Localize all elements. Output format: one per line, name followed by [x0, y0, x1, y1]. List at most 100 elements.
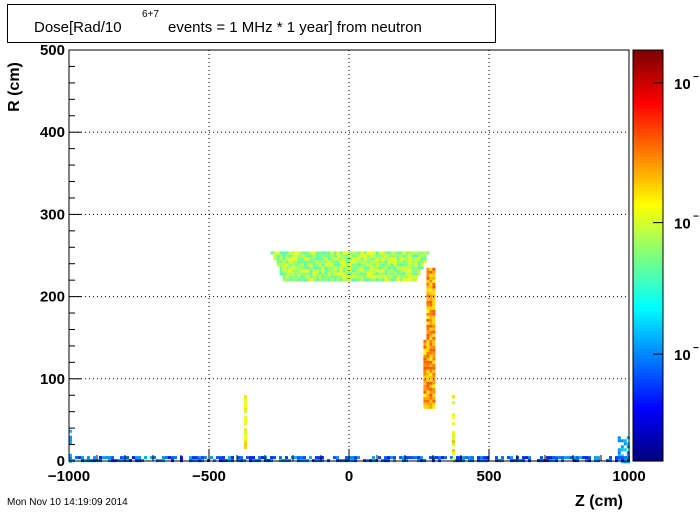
x-tick-label: 500 [476, 468, 501, 485]
heatmap-cell [620, 448, 624, 452]
heatmap-cell [288, 257, 292, 261]
heatmap-cell [244, 398, 247, 402]
heatmap-cell [228, 456, 231, 460]
heatmap-cell [336, 272, 340, 276]
heatmap-cell [429, 312, 433, 316]
heatmap-cell [327, 260, 331, 264]
heatmap-cell [342, 251, 346, 255]
heatmap-cell [426, 297, 430, 301]
heatmap-cell [300, 257, 304, 261]
heatmap-cell [387, 254, 391, 258]
heatmap-cell [288, 278, 292, 282]
heatmap-cell [452, 443, 455, 447]
heatmap-cell [294, 275, 298, 279]
heatmap-cell [324, 257, 328, 261]
heatmap-cell [411, 254, 415, 258]
heatmap-cell [330, 263, 334, 267]
heatmap-cell [351, 251, 355, 255]
heatmap-cell [423, 396, 427, 400]
colorbar-step [633, 293, 663, 298]
heatmap-cell [348, 275, 352, 279]
heatmap-cell [339, 269, 343, 273]
heatmap-cell [585, 456, 588, 460]
colorbar-step [633, 447, 663, 452]
heatmap-cell [244, 416, 247, 420]
heatmap-cell [339, 251, 343, 255]
x-tick-label: −500 [192, 468, 226, 485]
heatmap-cell [423, 254, 427, 258]
heatmap-cell [300, 266, 304, 270]
heatmap-cell [303, 254, 307, 258]
heatmap-cell [351, 263, 355, 267]
heatmap-cell [366, 272, 370, 276]
heatmap-region-6 [452, 395, 455, 462]
heatmap-cell [300, 260, 304, 264]
heatmap-cell [420, 260, 424, 264]
heatmap-cell [303, 257, 307, 261]
heatmap-cell [102, 456, 105, 460]
heatmap-cell [69, 429, 72, 433]
heatmap-cell [315, 456, 318, 460]
heatmap-cell [282, 278, 286, 282]
heatmap-cell [429, 333, 433, 337]
heatmap-cell [339, 260, 343, 264]
heatmap-cell [579, 456, 582, 460]
heatmap-cell [429, 456, 432, 460]
heatmap-cell [375, 263, 379, 267]
heatmap-cell [417, 263, 421, 267]
heatmap-cell [618, 456, 621, 460]
heatmap-cell [626, 436, 630, 440]
heatmap-cell [291, 251, 295, 255]
heatmap-cell [429, 402, 433, 406]
heatmap-cell [312, 251, 316, 255]
heatmap-cell [426, 375, 430, 379]
heatmap-cell [348, 257, 352, 261]
heatmap-cell [567, 456, 570, 460]
heatmap-cell [417, 260, 421, 264]
heatmap-cell [270, 251, 274, 255]
heatmap-cell [327, 269, 331, 273]
heatmap-cell [426, 405, 430, 409]
heatmap-cell [360, 266, 364, 270]
colorbar-step [633, 426, 663, 431]
heatmap-cell [432, 297, 436, 301]
y-tick-label: 100 [40, 371, 65, 388]
heatmap-cell [396, 269, 400, 273]
heatmap-cell [282, 272, 286, 276]
heatmap-cell [522, 456, 525, 460]
heatmap-cell [378, 254, 382, 258]
heatmap-cell [432, 285, 436, 289]
heatmap-cell [429, 342, 433, 346]
heatmap-cell [387, 266, 391, 270]
colorbar-step [633, 163, 663, 168]
heatmap-cell [333, 254, 337, 258]
colorbar-step [633, 73, 663, 78]
heatmap-cell [426, 372, 430, 376]
colorbar-step [633, 450, 663, 455]
heatmap-cell [429, 378, 433, 382]
heatmap-cell [420, 251, 424, 255]
heatmap-cell [405, 263, 409, 267]
heatmap-cell [351, 456, 354, 460]
heatmap-cell [390, 278, 394, 282]
heatmap-cell [366, 254, 370, 258]
heatmap-cell [378, 251, 382, 255]
heatmap-cell [438, 456, 441, 460]
heatmap-cell [303, 272, 307, 276]
colorbar-step [633, 104, 663, 109]
heatmap-cell [429, 384, 433, 388]
heatmap-cell [333, 456, 336, 460]
y-axis-label: R (cm) [5, 62, 23, 112]
heatmap-cell [432, 330, 436, 334]
heatmap-cell [297, 275, 301, 279]
heatmap-cell [378, 257, 382, 261]
heatmap-cell [393, 278, 397, 282]
heatmap-cell [411, 263, 415, 267]
colorbar-step [633, 139, 663, 144]
heatmap-cell [195, 456, 198, 460]
heatmap-cell [546, 456, 549, 460]
heatmap-cell [426, 402, 430, 406]
heatmap-cell [348, 260, 352, 264]
heatmap-cell [402, 456, 405, 460]
heatmap-cell [279, 257, 283, 261]
